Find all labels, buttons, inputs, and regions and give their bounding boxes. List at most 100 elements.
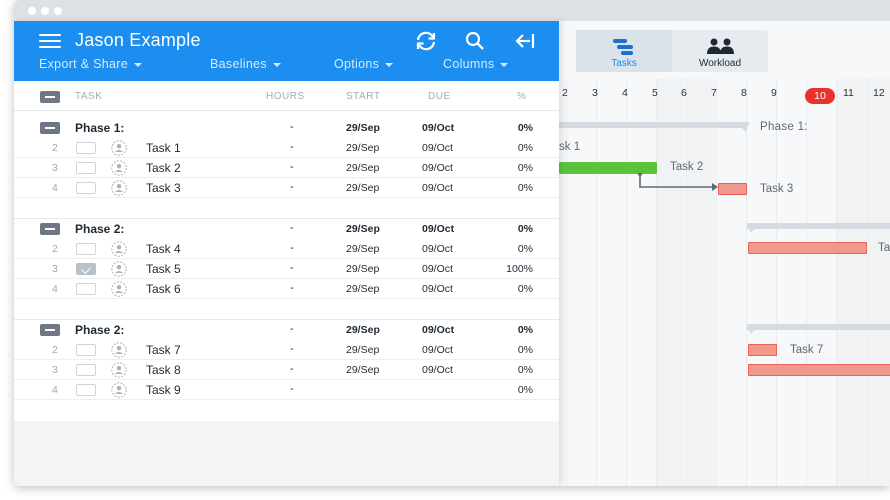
column-task[interactable]: TASK xyxy=(75,91,103,102)
search-icon[interactable] xyxy=(463,30,487,52)
refresh-icon[interactable] xyxy=(414,30,438,52)
task-percent[interactable]: 0% xyxy=(517,344,533,356)
task-percent[interactable]: 0% xyxy=(517,162,533,174)
window-zoom-dot[interactable] xyxy=(54,7,62,15)
task-start[interactable]: 29/Sep xyxy=(346,182,380,194)
task-hours[interactable]: - xyxy=(290,282,294,294)
phase-row[interactable]: Phase 2: - 29/Sep 09/Oct 0% xyxy=(14,320,559,340)
phase-row[interactable]: Phase 1: - 29/Sep 09/Oct 0% xyxy=(14,118,559,138)
task-row[interactable]: 3 Task 8 - 29/Sep 09/Oct 0% xyxy=(14,360,559,380)
task-row[interactable]: 2 Task 1 - 29/Sep 09/Oct 0% xyxy=(14,138,559,158)
collapse-panel-icon[interactable] xyxy=(513,30,537,52)
task-start[interactable]: 29/Sep xyxy=(346,162,380,174)
task-due[interactable]: 09/Oct xyxy=(422,182,453,194)
task-start[interactable]: 29/Sep xyxy=(346,364,380,376)
assignee-avatar-icon[interactable] xyxy=(110,362,128,378)
phase-summary-bar[interactable] xyxy=(747,324,890,330)
assignee-avatar-icon[interactable] xyxy=(110,261,128,277)
baselines-menu[interactable]: Baselines xyxy=(210,57,281,71)
task-name[interactable]: Task 8 xyxy=(146,363,181,377)
task-due[interactable]: 09/Oct xyxy=(422,283,453,295)
task-start[interactable]: 29/Sep xyxy=(346,263,380,275)
task-hours[interactable]: - xyxy=(290,383,294,395)
assignee-avatar-icon[interactable] xyxy=(110,342,128,358)
phase-summary-bar[interactable] xyxy=(747,223,890,229)
task-percent[interactable]: 0% xyxy=(517,182,533,194)
phase-collapse-toggle[interactable] xyxy=(40,223,60,235)
phase-name[interactable]: Phase 2: xyxy=(75,323,125,337)
window-minimize-dot[interactable] xyxy=(41,7,49,15)
assignee-avatar-icon[interactable] xyxy=(110,281,128,297)
gantt-task-bar[interactable] xyxy=(559,162,657,174)
column-start[interactable]: START xyxy=(346,91,381,102)
window-close-dot[interactable] xyxy=(28,7,36,15)
task-name[interactable]: Task 4 xyxy=(146,242,181,256)
assignee-avatar-icon[interactable] xyxy=(110,382,128,398)
task-due[interactable]: 09/Oct xyxy=(422,243,453,255)
task-name[interactable]: Task 1 xyxy=(146,141,181,155)
columns-menu[interactable]: Columns xyxy=(443,57,509,71)
task-complete-checkbox[interactable] xyxy=(76,142,96,154)
task-due[interactable]: 09/Oct xyxy=(422,162,453,174)
assignee-avatar-icon[interactable] xyxy=(110,180,128,196)
task-complete-checkbox[interactable] xyxy=(76,162,96,174)
task-row[interactable]: 3 Task 2 - 29/Sep 09/Oct 0% xyxy=(14,158,559,178)
assignee-avatar-icon[interactable] xyxy=(110,241,128,257)
task-row[interactable]: 4 Task 9 - 0% xyxy=(14,380,559,400)
task-row[interactable]: 2 Task 7 - 29/Sep 09/Oct 0% xyxy=(14,340,559,360)
task-due[interactable]: 09/Oct xyxy=(422,142,453,154)
gantt-task-bar[interactable] xyxy=(748,344,777,356)
phase-collapse-toggle[interactable] xyxy=(40,122,60,134)
tab-tasks[interactable]: Tasks xyxy=(576,30,672,72)
task-start[interactable]: 29/Sep xyxy=(346,283,380,295)
task-hours[interactable]: - xyxy=(290,181,294,193)
task-name[interactable]: Task 7 xyxy=(146,343,181,357)
task-percent[interactable]: 0% xyxy=(517,384,533,396)
gantt-task-bar[interactable] xyxy=(748,364,890,376)
collapse-all-checkbox[interactable] xyxy=(40,91,60,103)
task-due[interactable]: 09/Oct xyxy=(422,344,453,356)
task-complete-checkbox[interactable] xyxy=(76,182,96,194)
task-name[interactable]: Task 9 xyxy=(146,383,181,397)
task-hours[interactable]: - xyxy=(290,363,294,375)
phase-collapse-toggle[interactable] xyxy=(40,324,60,336)
menu-icon[interactable] xyxy=(39,34,61,48)
task-name[interactable]: Task 2 xyxy=(146,161,181,175)
task-row[interactable]: 2 Task 4 - 29/Sep 09/Oct 0% xyxy=(14,239,559,259)
task-name[interactable]: Task 5 xyxy=(146,262,181,276)
column-hours[interactable]: HOURS xyxy=(266,91,305,102)
task-name[interactable]: Task 3 xyxy=(146,181,181,195)
task-complete-checkbox[interactable] xyxy=(76,283,96,295)
task-row[interactable]: 3 Task 5 - 29/Sep 09/Oct 100% xyxy=(14,259,559,279)
assignee-avatar-icon[interactable] xyxy=(110,160,128,176)
gantt-task-bar[interactable] xyxy=(748,242,867,254)
phase-name[interactable]: Phase 2: xyxy=(75,222,125,236)
task-complete-checkbox[interactable] xyxy=(76,364,96,376)
column-due[interactable]: DUE xyxy=(428,91,451,102)
phase-summary-bar[interactable] xyxy=(559,122,746,128)
task-start[interactable]: 29/Sep xyxy=(346,142,380,154)
task-percent[interactable]: 0% xyxy=(517,283,533,295)
tab-workload[interactable]: Workload xyxy=(672,30,768,72)
task-hours[interactable]: - xyxy=(290,141,294,153)
phase-row[interactable]: Phase 2: - 29/Sep 09/Oct 0% xyxy=(14,219,559,239)
task-hours[interactable]: - xyxy=(290,161,294,173)
phase-name[interactable]: Phase 1: xyxy=(75,121,125,135)
task-percent[interactable]: 100% xyxy=(506,263,533,275)
task-start[interactable]: 29/Sep xyxy=(346,243,380,255)
task-complete-checkbox[interactable] xyxy=(76,384,96,396)
task-percent[interactable]: 0% xyxy=(517,243,533,255)
task-percent[interactable]: 0% xyxy=(517,142,533,154)
options-menu[interactable]: Options xyxy=(334,57,394,71)
assignee-avatar-icon[interactable] xyxy=(110,140,128,156)
task-complete-checkbox[interactable] xyxy=(76,243,96,255)
task-start[interactable]: 29/Sep xyxy=(346,344,380,356)
task-complete-checkbox[interactable] xyxy=(76,263,96,275)
task-hours[interactable]: - xyxy=(290,262,294,274)
task-hours[interactable]: - xyxy=(290,343,294,355)
export-share-menu[interactable]: Export & Share xyxy=(39,57,142,71)
task-row[interactable]: 4 Task 3 - 29/Sep 09/Oct 0% xyxy=(14,178,559,198)
task-hours[interactable]: - xyxy=(290,242,294,254)
task-name[interactable]: Task 6 xyxy=(146,282,181,296)
column-percent[interactable]: % xyxy=(517,91,527,102)
